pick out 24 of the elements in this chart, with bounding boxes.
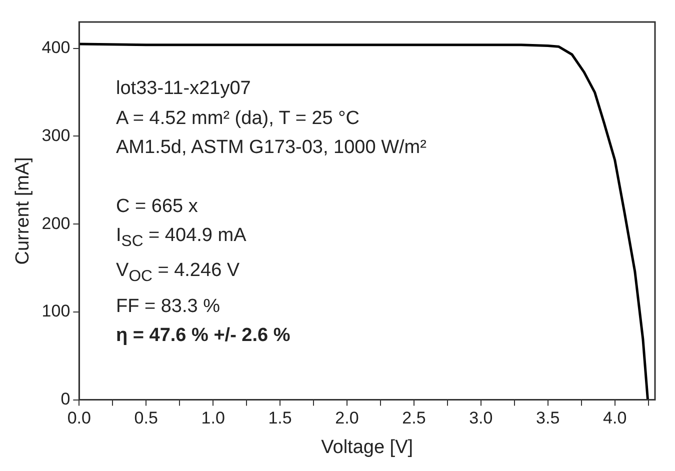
y-tick-label: 0 <box>60 389 70 408</box>
annotation: A = 4.52 mm² (da), T = 25 °C <box>116 106 360 130</box>
annotation: AM1.5d, ASTM G173-03, 1000 W/m² <box>116 136 426 160</box>
x-tick-label: 2.0 <box>335 408 359 428</box>
x-tick-label: 4.0 <box>603 408 627 428</box>
x-tick-label: 3.5 <box>536 408 560 428</box>
annotation: lot33-11-x21y07 <box>116 77 252 101</box>
annotation: η = 47.6 % +/- 2.6 % <box>116 324 292 348</box>
annotation: FF = 83.3 % <box>116 294 222 319</box>
y-tick-label: 100 <box>42 302 70 321</box>
x-tick-label: 0.0 <box>67 408 91 428</box>
x-tick-label: 3.0 <box>469 408 493 428</box>
x-tick-label: 0.5 <box>134 408 158 428</box>
annotation: I$_{SC}$ = 404.9 mA <box>116 224 248 252</box>
annotation: C = 665 x <box>116 194 199 218</box>
y-tick-label: 300 <box>42 126 70 145</box>
x-axis-title: Voltage [V] <box>321 436 414 458</box>
x-tick-label: 1.0 <box>201 408 225 428</box>
annotation: V$_{OC}$ = 4.246 V <box>116 259 241 288</box>
y-tick-label: 200 <box>42 214 70 233</box>
x-tick-label: 2.5 <box>402 408 426 428</box>
y-tick-label: 400 <box>42 38 70 58</box>
x-tick-label: 1.5 <box>268 408 292 428</box>
y-axis-title: Current [mA] <box>12 157 34 265</box>
